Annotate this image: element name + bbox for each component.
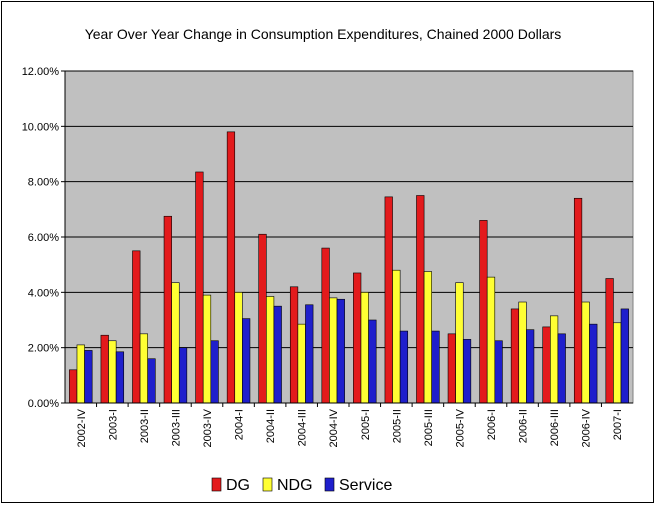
legend-label-ndg: NDG — [277, 477, 313, 494]
bar-service-2006-i — [494, 340, 503, 404]
bar-service-2006-ii — [526, 329, 535, 404]
x-tick-label: 2005-III — [423, 409, 435, 446]
bar-ndg-2002-iv — [76, 344, 85, 404]
x-tick-label: 2006-I — [486, 409, 498, 440]
legend-swatch-service — [324, 477, 335, 492]
bar-ndg-2006-i — [486, 276, 496, 404]
bar-dg-2006-i — [479, 220, 488, 404]
x-tick-label: 2005-I — [360, 409, 372, 440]
bar-service-2003-i — [115, 351, 125, 404]
y-tick-label: 8.00% — [28, 177, 59, 189]
x-tick-label: 2004-II — [265, 409, 277, 443]
bar-service-2002-iv — [84, 350, 93, 404]
x-tick-label: 2004-IV — [328, 408, 340, 447]
bar-service-2006-iii — [557, 333, 566, 404]
bar-service-2004-i — [242, 318, 251, 404]
y-tick-label: 6.00% — [28, 232, 59, 244]
bar-service-2005-iii — [431, 330, 440, 404]
bar-service-2005-ii — [399, 330, 409, 404]
x-tick-label: 2007-I — [612, 409, 624, 440]
bar-service-2004-iv — [336, 298, 345, 404]
x-tick-label: 2005-II — [391, 409, 403, 443]
chart-title: Year Over Year Change in Consumption Exp… — [85, 26, 562, 42]
y-axis: 0.00% 2.00% 4.00% 6.00% 8.00% 10.00% 12.00% — [22, 66, 66, 410]
bar-dg-2003-ii — [132, 250, 141, 404]
y-tick-label: 0.00% — [28, 398, 59, 410]
x-tick-label: 2002-IV — [76, 408, 88, 447]
legend: DG NDG Service — [211, 477, 392, 494]
x-tick-label: 2004-III — [297, 409, 309, 446]
x-tick-label: 2006-III — [549, 409, 561, 446]
x-tick-label: 2006-IV — [581, 408, 593, 447]
x-tick-label: 2004-I — [234, 409, 246, 440]
bar-dg-2002-iv — [69, 369, 78, 404]
bar-service-2004-ii — [273, 305, 282, 404]
bar-ndg-2006-iii — [550, 315, 559, 404]
bar-ndg-2005-i — [360, 292, 369, 404]
bar-dg-2004-i — [226, 131, 236, 404]
legend-label-service: Service — [339, 477, 392, 494]
y-tick-label: 12.00% — [22, 66, 60, 78]
bar-service-2005-iv — [462, 339, 472, 404]
bar-ndg-2004-ii — [266, 296, 275, 404]
bar-dg-2004-iv — [321, 247, 330, 404]
bar-service-2006-iv — [589, 323, 598, 404]
x-tick-label: 2006-II — [518, 409, 530, 443]
bar-dg-2005-iii — [416, 195, 425, 404]
bar-service-2003-ii — [147, 358, 156, 404]
bar-ndg-2003-ii — [139, 333, 148, 404]
x-tick-label: 2003-II — [139, 409, 151, 443]
bar-dg-2007-i — [605, 278, 614, 404]
bar-service-2005-i — [368, 319, 377, 404]
bar-service-2003-iii — [178, 347, 188, 404]
legend-swatch-ndg — [262, 477, 273, 492]
bar-dg-2006-ii — [510, 308, 520, 404]
x-tick-label: 2003-I — [107, 409, 119, 440]
bar-dg-2003-i — [100, 334, 109, 404]
bar-ndg-2003-iv — [202, 294, 212, 404]
bar-dg-2004-iii — [289, 286, 299, 404]
x-axis: 2002-IV 2003-I 2003-II 2003-III 2003-IV 2004-… — [65, 402, 633, 448]
bar-ndg-2004-iv — [329, 297, 338, 404]
bar-ndg-2006-iv — [581, 301, 590, 404]
bar-dg-2004-ii — [258, 233, 267, 404]
plot-area — [64, 70, 634, 404]
bar-ndg-2007-i — [613, 322, 622, 404]
bar-ndg-2003-i — [108, 340, 117, 404]
legend-label-dg: DG — [226, 477, 250, 494]
x-tick-label: 2003-III — [170, 409, 182, 446]
bar-ndg-2003-iii — [171, 282, 180, 404]
bar-dg-2003-iv — [195, 171, 204, 404]
bar-service-2003-iv — [210, 340, 219, 404]
bar-ndg-2005-iii — [423, 271, 432, 404]
y-tick-label: 4.00% — [28, 287, 59, 299]
bar-ndg-2004-i — [234, 292, 243, 404]
legend-swatch-dg — [211, 477, 222, 492]
y-tick-label: 10.00% — [22, 121, 60, 133]
bar-dg-2005-i — [353, 272, 362, 404]
bar-dg-2005-ii — [384, 196, 393, 404]
y-tick-label: 2.00% — [28, 343, 59, 355]
bar-ndg-2004-iii — [297, 323, 306, 404]
bar-dg-2006-iv — [573, 197, 583, 404]
bar-dg-2006-iii — [542, 326, 551, 404]
x-tick-label: 2003-IV — [202, 408, 214, 447]
bar-service-2007-i — [620, 308, 629, 404]
bar-dg-2003-iii — [163, 215, 172, 404]
bar-ndg-2005-iv — [455, 282, 464, 404]
bar-service-2004-iii — [305, 304, 314, 404]
bar-ndg-2005-ii — [392, 269, 401, 404]
x-tick-label: 2005-IV — [454, 408, 466, 447]
bar-ndg-2006-ii — [518, 301, 527, 404]
bar-dg-2005-iv — [447, 333, 456, 404]
